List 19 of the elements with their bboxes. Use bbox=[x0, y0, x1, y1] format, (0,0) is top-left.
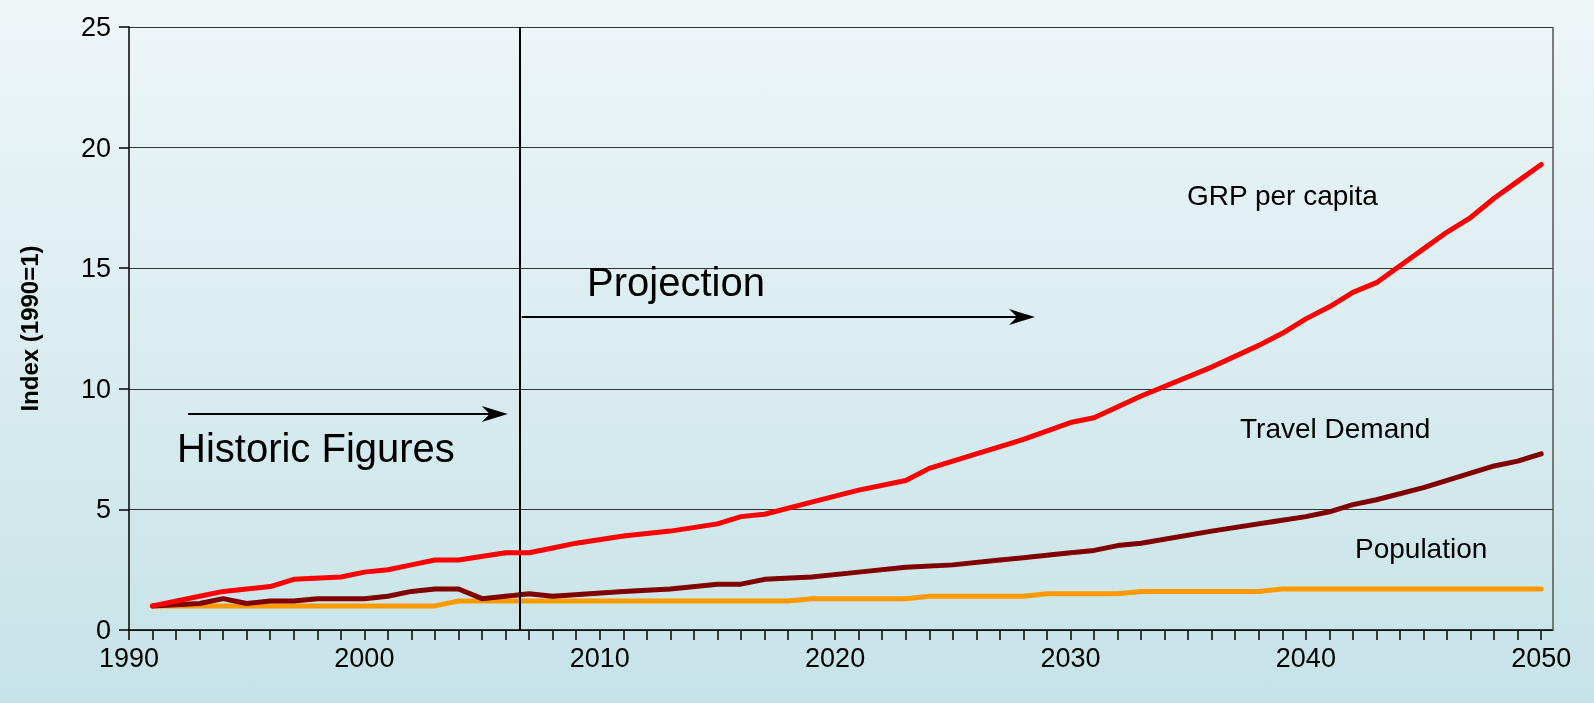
y-tick-label: 5 bbox=[95, 494, 111, 525]
y-tick-label: 20 bbox=[80, 132, 111, 163]
series-label: Population bbox=[1355, 533, 1488, 564]
x-tick-label: 2010 bbox=[569, 642, 630, 673]
y-tick-label: 25 bbox=[80, 12, 111, 42]
y-tick-label: 15 bbox=[80, 253, 111, 284]
y-axis-title: Index (1990=1) bbox=[15, 245, 43, 412]
x-tick-label: 2050 bbox=[1511, 642, 1572, 673]
x-tick-label: 2030 bbox=[1040, 642, 1101, 673]
annotation: Projection bbox=[587, 260, 765, 304]
x-tick-label: 2040 bbox=[1275, 642, 1336, 673]
x-tick-label: 1990 bbox=[98, 642, 160, 673]
series-label: Travel Demand bbox=[1240, 413, 1431, 444]
text: GRP per capita bbox=[1187, 180, 1378, 211]
x-tick-label: 2020 bbox=[805, 642, 866, 673]
y-tick-label: 0 bbox=[95, 615, 111, 645]
annotation: Historic Figures bbox=[177, 426, 455, 470]
y-tick-label: 10 bbox=[80, 373, 111, 404]
x-tick-label: 2000 bbox=[334, 642, 395, 673]
